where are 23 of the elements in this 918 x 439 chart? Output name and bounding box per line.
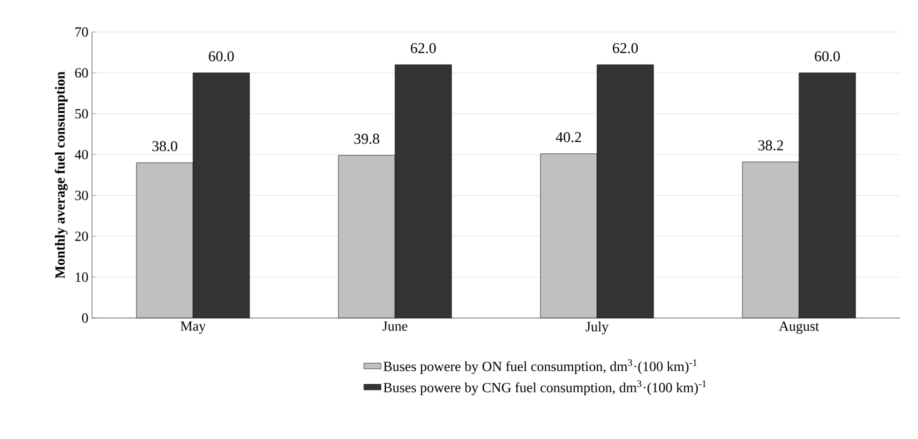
x-tick-label: August [779, 322, 820, 334]
x-tick-label: June [382, 322, 408, 331]
y-tick-label: 20 [75, 232, 88, 241]
y-tick-label: 60 [75, 68, 88, 78]
y-tick-label: 10 [76, 272, 88, 282]
legend-label: Buses powere by CNG fuel consumption, dm$^{3}$·(100 km)$^{-1}$ [384, 380, 706, 396]
x-tick-label: July [586, 322, 609, 334]
data-label: 60.0 [814, 51, 840, 62]
y-tick-label: 50 [75, 109, 88, 118]
data-label: 62.0 [612, 43, 638, 54]
data-label: 40.2 [556, 132, 581, 142]
legend-label: Buses powere by ON fuel consumption, dm$^{3}$·(100 km)$^{-1}$ [384, 359, 697, 374]
y-tick-label: 40 [74, 150, 88, 160]
y-tick-label: 30 [75, 190, 88, 200]
data-label: 38.2 [758, 140, 783, 150]
data-label: 62.0 [410, 43, 436, 54]
x-tick-label: May [180, 322, 206, 334]
y-axis-title: Monthly average fuel consumption [54, 72, 68, 278]
data-label: 60.0 [208, 51, 234, 62]
y-tick-label: 0 [82, 313, 88, 323]
data-label: 39.8 [354, 134, 380, 144]
data-label: 38.0 [152, 141, 178, 152]
y-tick-label: 70 [75, 27, 88, 37]
